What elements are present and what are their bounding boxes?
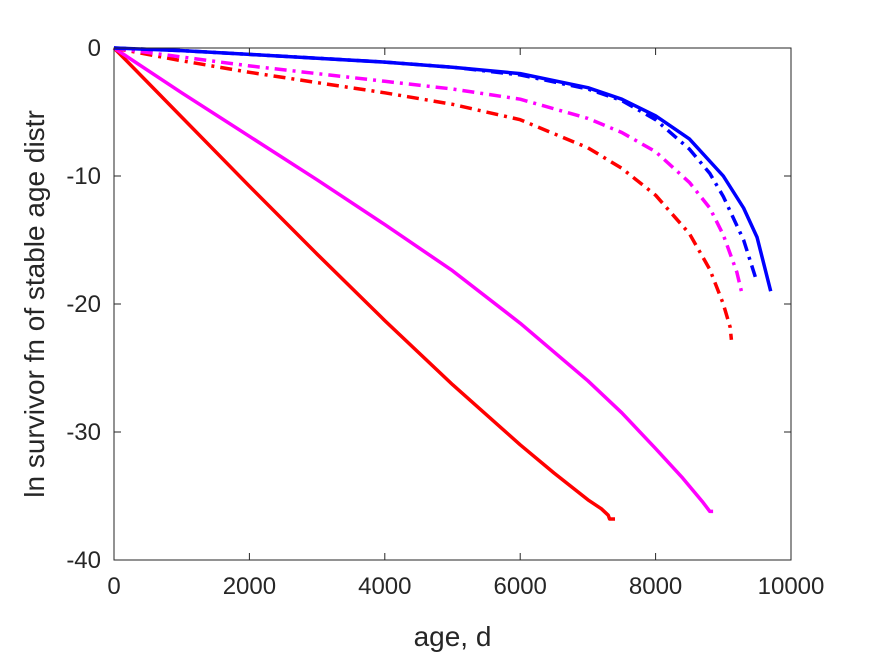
y-tick-label: -30 bbox=[66, 419, 101, 446]
series-line-3 bbox=[113, 46, 734, 340]
x-tick-label: 8000 bbox=[629, 573, 682, 600]
y-tick-label: -20 bbox=[66, 291, 101, 318]
series-line-6 bbox=[113, 46, 773, 292]
x-tick-label: 4000 bbox=[358, 573, 411, 600]
y-axis-label: ln survivor fn of stable age distr bbox=[19, 110, 50, 498]
y-tick-label: -40 bbox=[66, 547, 101, 574]
series-line-2 bbox=[113, 46, 714, 514]
series-line-4 bbox=[113, 46, 745, 296]
y-tick-label: -10 bbox=[66, 163, 101, 190]
x-axis-label: age, d bbox=[414, 621, 492, 652]
x-tick-label: 10000 bbox=[758, 573, 825, 600]
ticks-group: 0 2000 4000 6000 8000 10000 -40 -30 -20 -10 0 bbox=[66, 35, 824, 600]
plot-area bbox=[114, 48, 791, 560]
y-tick-label: 0 bbox=[88, 35, 101, 62]
x-tick-label: 2000 bbox=[223, 573, 276, 600]
x-tick-label: 0 bbox=[107, 573, 120, 600]
series-group bbox=[112, 46, 773, 521]
series-line-1 bbox=[112, 46, 615, 521]
x-tick-label: 6000 bbox=[494, 573, 547, 600]
